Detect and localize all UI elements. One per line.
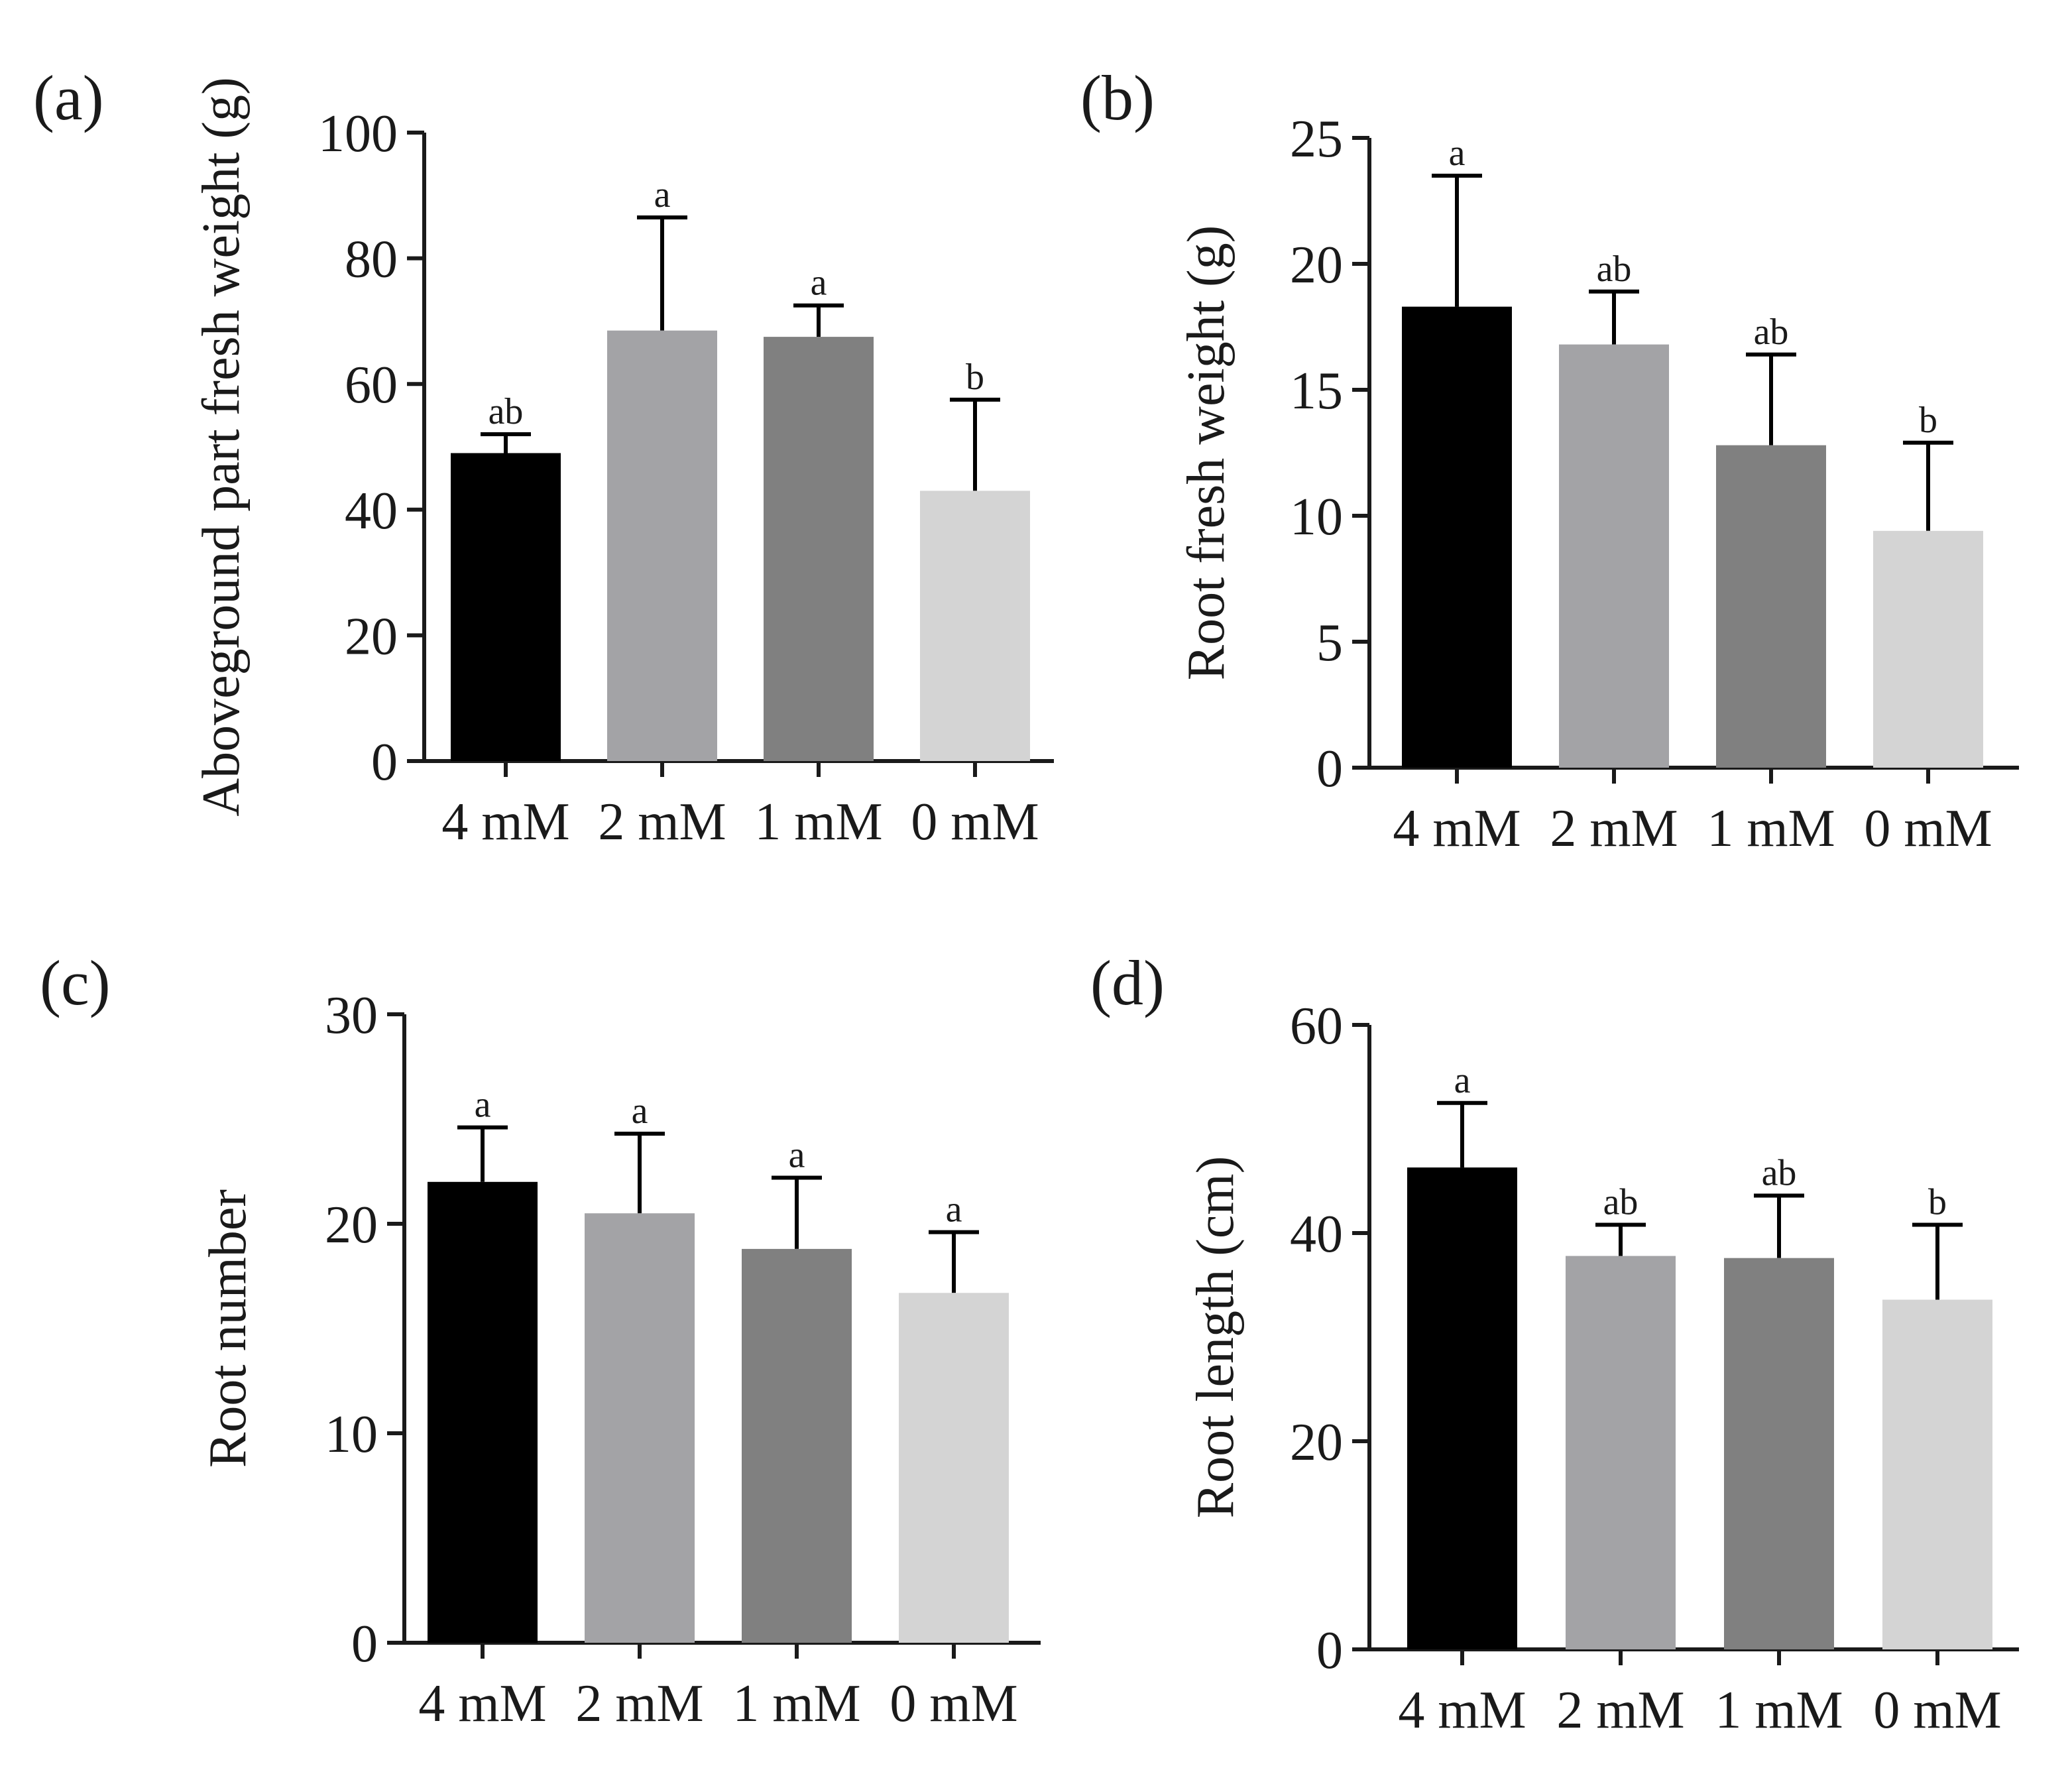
bar: [585, 1213, 695, 1643]
x-tick-label: 4 mM: [441, 793, 569, 851]
y-tick-label: 40: [1290, 1205, 1343, 1264]
y-axis-label: Root length (cm): [1186, 1156, 1245, 1519]
chart-panel-b: (b) Root fresh weight (g) 0 5 10 15 20 25 a 4 mM a…: [1080, 62, 2019, 858]
y-axis-label: Root number: [199, 1189, 257, 1468]
significance-label: a: [789, 1134, 805, 1175]
significance-label: ab: [1762, 1152, 1797, 1193]
y-tick-label: 60: [345, 356, 398, 414]
x-tick-label: 1 mM: [1707, 799, 1835, 858]
panel-label: (c): [40, 947, 111, 1018]
y-axis-label: Root fresh weight (g): [1177, 225, 1236, 681]
x-tick-label: 4 mM: [1398, 1681, 1526, 1740]
significance-label: a: [632, 1091, 648, 1132]
x-tick-label: 1 mM: [754, 793, 882, 851]
panel-label: (a): [33, 62, 104, 133]
y-tick-label: 20: [345, 607, 398, 666]
bar: [1882, 1299, 1992, 1649]
panel-label: (d): [1090, 947, 1165, 1018]
chart-panel-c: (c) Root number 0 10 20 30 a 4 mM a 2 mM a 1 mM a 0 m…: [40, 947, 1041, 1733]
y-tick-label: 60: [1290, 997, 1343, 1055]
y-tick-label: 10: [1290, 488, 1343, 546]
x-tick-label: 2 mM: [1550, 799, 1678, 858]
x-tick-label: 2 mM: [598, 793, 726, 851]
significance-label: a: [475, 1085, 491, 1126]
bar: [742, 1248, 852, 1643]
bar: [428, 1181, 538, 1643]
y-tick-label: 25: [1290, 110, 1343, 168]
y-tick-label: 30: [325, 986, 378, 1045]
y-tick-label: 100: [318, 105, 398, 163]
bar: [764, 337, 874, 762]
significance-label: b: [1919, 400, 1937, 441]
x-tick-label: 4 mM: [1393, 799, 1521, 858]
x-tick-label: 2 mM: [1556, 1681, 1684, 1740]
bar: [899, 1293, 1009, 1643]
chart-panel-a: (a) Aboveground part fresh weight (g) 0 20 4…: [33, 62, 1054, 851]
y-tick-label: 10: [325, 1405, 378, 1464]
y-tick-label: 20: [1290, 236, 1343, 294]
bar: [1407, 1167, 1517, 1649]
x-tick-label: 1 mM: [1715, 1681, 1843, 1740]
significance-label: b: [1928, 1181, 1947, 1222]
x-tick-label: 0 mM: [1864, 799, 1992, 858]
y-tick-label: 0: [1316, 740, 1343, 798]
x-tick-label: 2 mM: [575, 1675, 703, 1733]
significance-label: a: [811, 263, 827, 304]
bar: [607, 330, 717, 761]
significance-label: ab: [1603, 1181, 1639, 1222]
bar: [1724, 1258, 1834, 1649]
y-tick-label: 0: [371, 733, 398, 792]
bar: [1716, 445, 1826, 768]
significance-label: ab: [1754, 312, 1789, 353]
bar: [920, 491, 1030, 761]
bar: [1559, 344, 1669, 768]
y-axis-label: Aboveground part fresh weight (g): [192, 77, 251, 816]
panel-label: (b): [1080, 62, 1155, 133]
significance-label: b: [966, 357, 984, 398]
significance-label: ab: [1597, 249, 1632, 290]
x-tick-label: 0 mM: [890, 1675, 1017, 1733]
y-tick-label: 0: [351, 1615, 378, 1673]
x-tick-label: 0 mM: [1873, 1681, 2001, 1740]
significance-label: a: [1449, 133, 1466, 174]
bar: [1402, 306, 1512, 768]
y-tick-label: 0: [1316, 1622, 1343, 1680]
bar: [1566, 1256, 1676, 1649]
significance-label: a: [654, 174, 671, 215]
significance-label: a: [1454, 1060, 1471, 1101]
bar: [451, 453, 561, 761]
significance-label: ab: [489, 391, 524, 432]
y-tick-label: 15: [1290, 362, 1343, 420]
bar: [1873, 530, 1983, 768]
x-tick-label: 1 mM: [732, 1675, 860, 1733]
y-tick-label: 40: [345, 482, 398, 540]
significance-label: a: [946, 1189, 962, 1230]
chart-panel-d: (d) Root length (cm) 0 20 40 60 a 4 mM ab 2 mM ab 1…: [1090, 947, 2019, 1740]
x-tick-label: 0 mM: [911, 793, 1039, 851]
y-tick-label: 20: [325, 1196, 378, 1254]
y-tick-label: 20: [1290, 1413, 1343, 1472]
y-tick-label: 5: [1316, 614, 1343, 672]
x-tick-label: 4 mM: [418, 1675, 546, 1733]
y-tick-label: 80: [345, 231, 398, 289]
